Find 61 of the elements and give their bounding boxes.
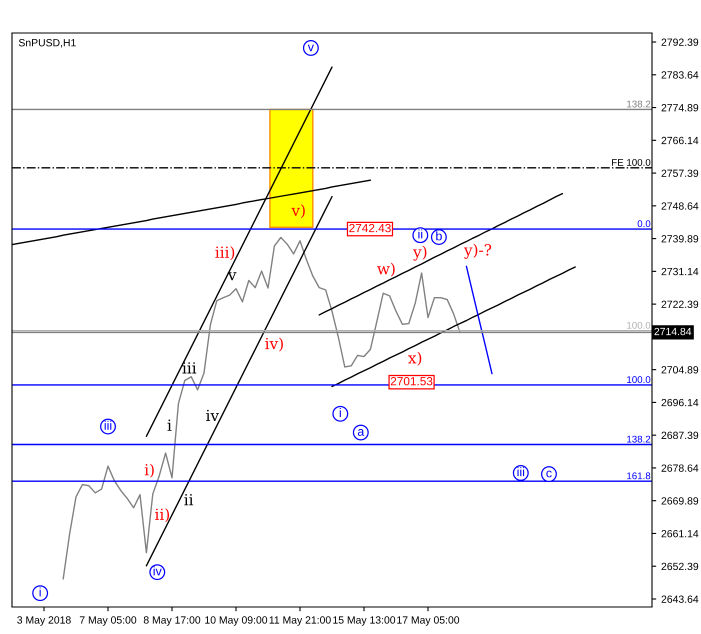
annotation: i	[168, 420, 172, 431]
y-tick-label: 2783.64	[662, 71, 698, 79]
annotation: 138.2	[627, 436, 650, 443]
x-tick-label: 17 May 05:00	[397, 616, 460, 626]
annotation: 100.0	[627, 376, 650, 384]
annotation: 100.0	[627, 322, 650, 329]
y-tick-label: 2748.64	[662, 202, 698, 210]
line-series	[318, 192, 564, 316]
annotation: 2742.43	[349, 224, 391, 232]
annotation: iii	[182, 362, 196, 374]
y-tick-label: 2757.39	[662, 170, 698, 177]
annotation: 161.8	[627, 472, 650, 480]
y-tick-label: 2669.89	[662, 497, 698, 505]
annotation: v)	[291, 204, 305, 218]
y-tick-label: 2687.39	[662, 432, 698, 440]
annotation: ii	[418, 229, 422, 238]
annotation: 138.2	[627, 100, 650, 108]
y-tick-label: 2774.89	[662, 104, 698, 112]
y-tick-label: 2792.39	[662, 38, 698, 46]
x-tick-label: 3 May 2018	[17, 616, 71, 626]
y-tick-label: 2643.64	[662, 595, 698, 603]
y-tick-label: 2678.64	[662, 464, 698, 472]
annotation: 0.0	[638, 220, 650, 228]
x-tick-label: 7 May 05:00	[80, 616, 136, 626]
annotation: i	[340, 408, 341, 418]
annotation: i	[40, 587, 41, 596]
annotation: ii)	[155, 508, 170, 522]
annotation: 2701.53	[390, 377, 432, 386]
annotation: i)	[144, 464, 154, 478]
annotation: a	[358, 429, 364, 436]
annotation: w)	[377, 262, 395, 277]
y-tick-label: 2722.39	[662, 300, 698, 308]
annotation: FE 100.0	[612, 158, 650, 166]
annotation: v	[308, 44, 314, 52]
y-tick-label: 2661.14	[662, 530, 698, 538]
y-tick-label: 2652.39	[662, 562, 698, 570]
chart-title: SnPUSD,H1	[18, 39, 76, 48]
y-tick-label: 2704.89	[662, 366, 698, 374]
annotation: iii	[517, 467, 524, 476]
annotation: iv	[154, 566, 162, 576]
annotation: x)	[408, 352, 422, 366]
x-tick-label: 10 May 09:00	[205, 616, 268, 626]
annotation: iv	[206, 410, 220, 422]
annotation: y)	[412, 246, 426, 261]
y-tick-label: 2696.14	[662, 398, 698, 406]
line-series	[466, 266, 493, 374]
annotation: y)-?	[464, 244, 492, 259]
ref-line-label: 2714.84	[654, 328, 692, 336]
annotation: iv)	[265, 338, 283, 352]
annotation: ii	[184, 494, 194, 506]
annotation: iii	[104, 420, 112, 430]
annotation: b	[436, 231, 442, 240]
annotation: c	[546, 470, 552, 478]
y-tick-label: 2739.89	[662, 235, 698, 242]
annotation: iii)	[215, 246, 234, 260]
x-tick-label: 15 May 13:00	[333, 616, 396, 626]
x-tick-label: 11 May 21:00	[270, 616, 331, 626]
x-tick-label: 8 May 17:00	[144, 616, 200, 626]
y-tick-label: 2766.14	[662, 136, 698, 144]
line-series	[146, 196, 333, 567]
y-tick-label: 2731.14	[662, 268, 698, 276]
